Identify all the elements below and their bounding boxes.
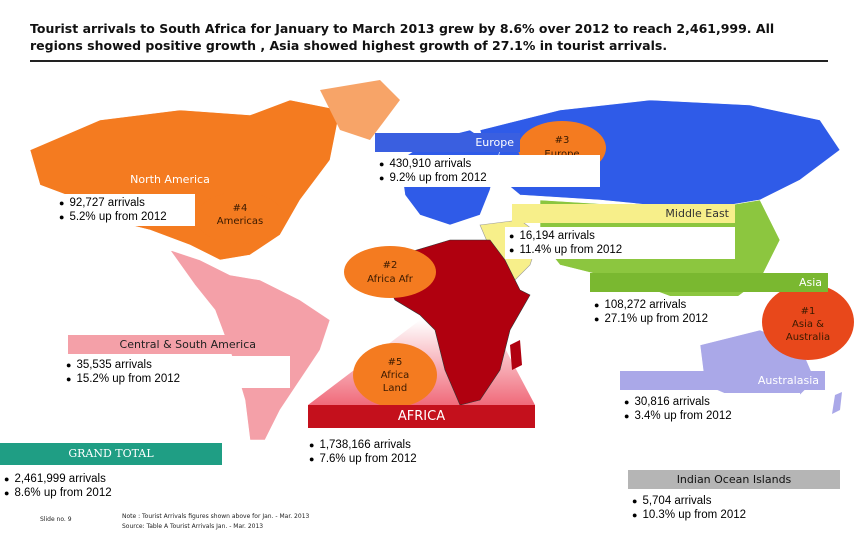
region-label: Asia	[590, 273, 828, 292]
new-zealand	[832, 392, 842, 414]
bullet: 92,727 arrivals	[59, 196, 191, 210]
bullet: 35,535 arrivals	[66, 358, 286, 372]
bullet: 8.6% up from 2012	[4, 486, 218, 500]
bullet: 15.2% up from 2012	[66, 372, 286, 386]
rank-text: #3	[555, 135, 570, 146]
bullet: 2,461,999 arrivals	[4, 472, 218, 486]
rank-text: Australia	[786, 332, 830, 343]
bullet: 11.4% up from 2012	[509, 243, 731, 257]
bullet: 9.2% up from 2012	[379, 171, 596, 185]
rank-text: Africa Afr	[367, 274, 414, 285]
bullet: 7.6% up from 2012	[309, 452, 531, 466]
region-stats: 16,194 arrivals 11.4% up from 2012	[505, 227, 735, 259]
rank-text: Africa	[381, 370, 410, 381]
madagascar	[510, 340, 522, 370]
region-stats: 108,272 arrivals 27.1% up from 2012	[590, 296, 760, 328]
rank-badge	[344, 246, 436, 298]
bullet: 10.3% up from 2012	[632, 508, 836, 522]
region-label: AFRICA	[308, 405, 535, 428]
bullet: 5,704 arrivals	[632, 494, 836, 508]
region-label: Indian Ocean Islands	[628, 470, 840, 489]
bullet: 16,194 arrivals	[509, 229, 731, 243]
greenland	[320, 80, 400, 140]
region-stats: 2,461,999 arrivals 8.6% up from 2012	[0, 470, 222, 502]
rank-text: #1	[801, 306, 816, 317]
rank-text: Asia &	[792, 319, 824, 330]
region-label: Central & South America	[68, 335, 262, 354]
bullet: 430,910 arrivals	[379, 157, 596, 171]
bullet: 27.1% up from 2012	[594, 312, 756, 326]
rank-text: Land	[383, 383, 407, 394]
region-stats: 1,738,166 arrivals 7.6% up from 2012	[305, 436, 535, 468]
region-stats: 5,704 arrivals 10.3% up from 2012	[628, 492, 840, 524]
title-rule	[30, 60, 828, 62]
note: Note : Tourist Arrivals figures shown ab…	[122, 513, 310, 520]
rank-badge	[762, 284, 854, 360]
bullet: 5.2% up from 2012	[59, 210, 191, 224]
slide-number: Slide no. 9	[40, 516, 72, 523]
rank-text: #5	[388, 357, 403, 368]
region-label: North America	[60, 170, 280, 189]
region-stats: 92,727 arrivals 5.2% up from 2012	[55, 194, 195, 226]
rank-text: Americas	[217, 216, 263, 227]
bullet: 30,816 arrivals	[624, 395, 796, 409]
bullet: 1,738,166 arrivals	[309, 438, 531, 452]
region-stats: 430,910 arrivals 9.2% up from 2012	[375, 155, 600, 187]
rank-text: Europe	[544, 149, 579, 160]
bullet: 108,272 arrivals	[594, 298, 756, 312]
region-label: Middle East	[512, 204, 735, 223]
region-stats: 35,535 arrivals 15.2% up from 2012	[62, 356, 290, 388]
region-stats: 30,816 arrivals 3.4% up from 2012	[620, 393, 800, 425]
bullet: 3.4% up from 2012	[624, 409, 796, 423]
rank-text: #2	[383, 260, 398, 271]
title: Tourist arrivals to South Africa for Jan…	[30, 21, 775, 53]
rank-badge	[353, 343, 437, 407]
note: Source: Table A Tourist Arrivals Jan. - …	[122, 523, 264, 530]
region-label: Australasia	[620, 371, 825, 390]
region-label: GRAND TOTAL	[0, 443, 222, 465]
rank-badge	[196, 192, 284, 244]
region-label: Europe	[375, 133, 520, 152]
rank-text: #4	[233, 203, 248, 214]
